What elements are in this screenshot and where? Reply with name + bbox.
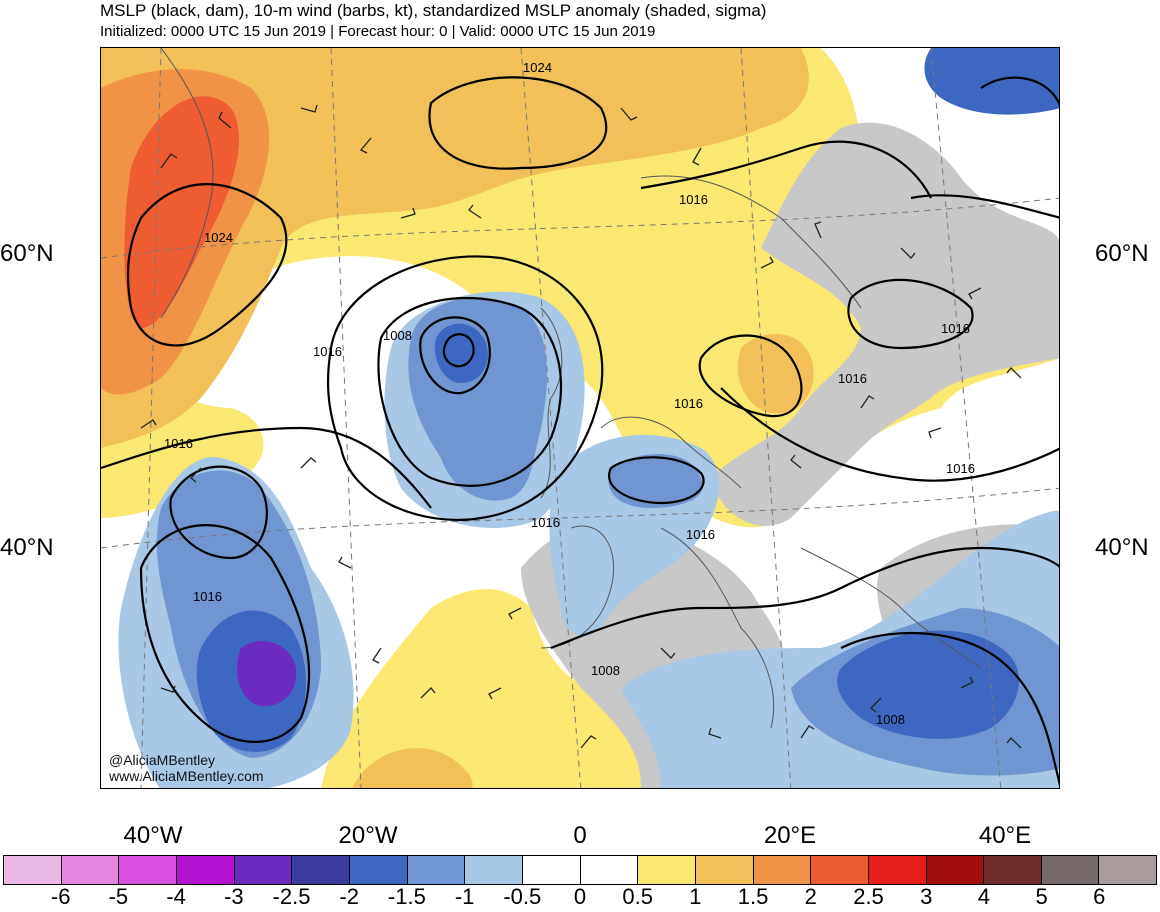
contour-label: 1016 <box>946 461 975 476</box>
colorbar-label: -1 <box>454 884 475 909</box>
contour-label: 1024 <box>204 230 233 245</box>
contour-label: 1016 <box>193 589 222 604</box>
contour-label: 1016 <box>313 344 342 359</box>
colorbar-swatch <box>811 856 869 884</box>
colorbar-swatch <box>1041 856 1100 884</box>
lat-label-right-40: 40°N <box>1095 534 1149 561</box>
colorbar-label: -4 <box>166 884 186 909</box>
weather-map: 1024 1024 1016 1008 1016 1016 1016 1016 … <box>100 47 1060 789</box>
colorbar-swatch <box>61 856 120 884</box>
contour-label: 1008 <box>383 328 412 343</box>
contour-label: 1016 <box>164 436 193 451</box>
colorbar-swatch <box>176 856 235 884</box>
colorbar-swatch <box>695 856 754 884</box>
colorbar-swatch <box>119 856 177 884</box>
lon-label-40e: 40°E <box>978 822 1032 849</box>
anomaly-medblue-alps <box>608 454 703 508</box>
colorbar-label: -5 <box>108 884 129 909</box>
colorbar-label: -0.5 <box>503 884 542 909</box>
contour-label: 1008 <box>876 712 905 727</box>
anomaly-orange-1 <box>101 48 809 448</box>
anomaly-redorange <box>124 96 240 328</box>
watermark-url: www.AliciaMBentley.com <box>109 768 264 784</box>
colorbar-swatch <box>292 856 350 884</box>
colorbar-label: -6 <box>50 884 71 909</box>
contour-label: 1016 <box>686 527 715 542</box>
colorbar-swatch <box>234 856 293 884</box>
lon-label-20w: 20°W <box>338 822 398 849</box>
colorbar-label: -1.5 <box>387 884 426 909</box>
colorbar-swatch <box>638 856 696 884</box>
contour-label: 1016 <box>679 192 708 207</box>
lon-label-40w: 40°W <box>123 822 183 849</box>
colorbar-label: 6 <box>1093 884 1106 909</box>
mslp-contours <box>101 76 1059 787</box>
contour-label: 1024 <box>523 60 552 75</box>
colorbar-swatch <box>984 856 1042 884</box>
map-canvas: 1024 1024 1016 1008 1016 1016 1016 1016 … <box>101 48 1059 788</box>
colorbar-label: -3 <box>224 884 244 909</box>
map-title: MSLP (black, dam), 10-m wind (barbs, kt)… <box>100 1 767 20</box>
map-subtitle: Initialized: 0000 UTC 15 Jun 2019 | Fore… <box>100 23 656 40</box>
colorbar-swatch <box>407 856 466 884</box>
anomaly-orange-3 <box>352 748 473 788</box>
anomaly-purple <box>237 640 297 707</box>
lat-label-left-40: 40°N <box>0 534 54 561</box>
colorbar-label: 3 <box>920 884 933 909</box>
lon-label-0: 0 <box>573 822 587 849</box>
contour-label: 1016 <box>531 515 560 530</box>
colorbar-swatch <box>868 856 927 884</box>
colorbar-label: 2 <box>804 884 817 909</box>
anomaly-orange-2 <box>737 334 814 414</box>
colorbar-label: -2.5 <box>272 884 311 909</box>
colorbar <box>3 855 1157 885</box>
contour-label: 1016 <box>838 371 867 386</box>
colorbar-swatch <box>349 856 408 884</box>
colorbar-label: 0.5 <box>622 884 653 909</box>
colorbar-swatch <box>926 856 985 884</box>
colorbar-swatch <box>1099 856 1157 884</box>
colorbar-label: 4 <box>977 884 991 909</box>
colorbar-swatch <box>580 856 639 884</box>
colorbar-swatch <box>753 856 812 884</box>
lat-label-right-60: 60°N <box>1095 240 1149 267</box>
contour-label: 1016 <box>674 396 703 411</box>
colorbar-swatch <box>4 856 62 884</box>
colorbar-swatch <box>465 856 523 884</box>
lon-label-20e: 20°E <box>763 822 817 849</box>
graticule <box>101 48 1059 788</box>
anomaly-gray-east <box>711 122 1059 526</box>
anomaly-blue-east <box>837 630 1020 739</box>
colorbar-swatch <box>522 856 581 884</box>
lat-label-left-60: 60°N <box>0 240 54 267</box>
colorbar-label: -2 <box>339 884 359 909</box>
watermark-handle: @AliciaMBentley <box>109 752 216 768</box>
contour-label: 1008 <box>591 663 620 678</box>
colorbar-label: 1.5 <box>737 884 769 909</box>
anomaly-yellow-south <box>321 589 717 788</box>
colorbar-label: 2.5 <box>853 884 884 909</box>
contour-label: 1016 <box>941 321 970 336</box>
wind-barbs <box>140 104 1022 749</box>
colorbar-label: 0 <box>573 884 587 909</box>
colorbar-label: 5 <box>1035 884 1048 909</box>
contour-label-group: 1024 1024 1016 1008 1016 1016 1016 1016 … <box>164 60 975 727</box>
colorbar-label: 1 <box>689 884 702 909</box>
